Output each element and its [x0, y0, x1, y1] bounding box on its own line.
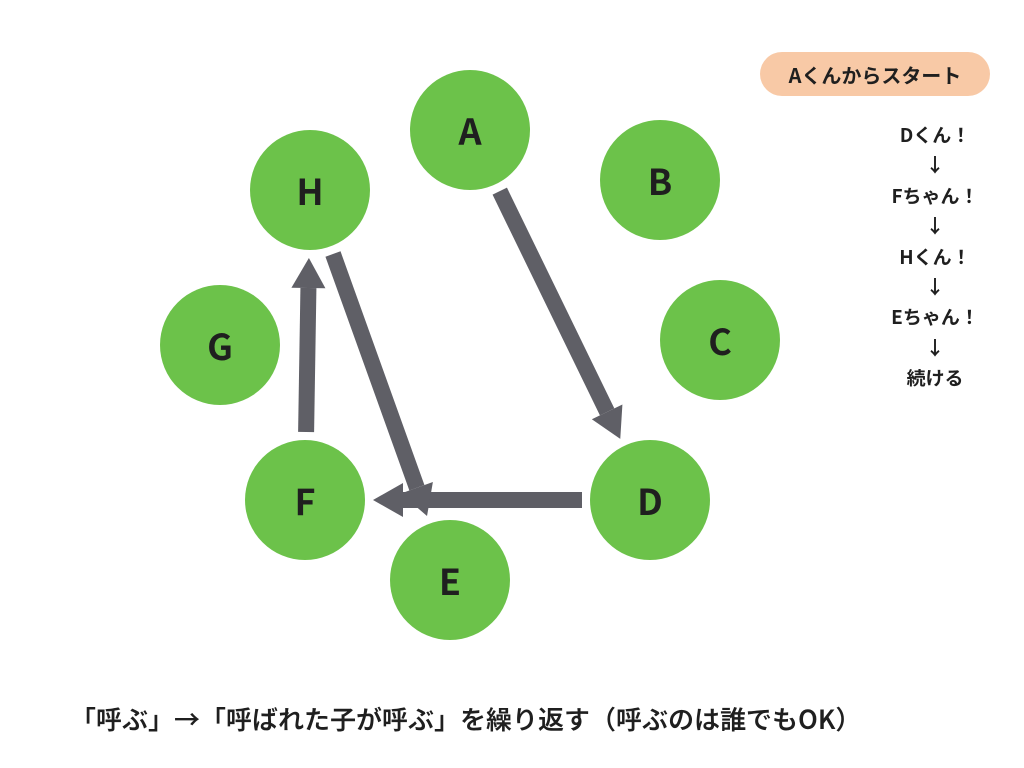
start-badge: Aくんからスタート: [760, 52, 990, 96]
down-arrow-icon: ↓: [860, 272, 1010, 302]
down-arrow-icon: ↓: [860, 211, 1010, 241]
sequence-item: Dくん！: [860, 120, 1010, 150]
sequence-item: Eちゃん！: [860, 302, 1010, 332]
node-g: G: [160, 285, 280, 405]
sequence-item: Fちゃん！: [860, 181, 1010, 211]
call-sequence: Dくん！↓Fちゃん！↓Hくん！↓Eちゃん！↓続ける: [860, 120, 1010, 394]
start-badge-label: Aくんからスタート: [789, 60, 962, 89]
node-d: D: [590, 440, 710, 560]
sequence-item: 続ける: [860, 363, 1010, 393]
diagram-stage: Aくんからスタート Dくん！↓Fちゃん！↓Hくん！↓Eちゃん！↓続ける 「呼ぶ」…: [0, 0, 1024, 768]
node-f: F: [245, 440, 365, 560]
node-e: E: [390, 520, 510, 640]
down-arrow-icon: ↓: [860, 333, 1010, 363]
node-c: C: [660, 280, 780, 400]
node-b: B: [600, 120, 720, 240]
down-arrow-icon: ↓: [860, 150, 1010, 180]
node-a: A: [410, 70, 530, 190]
node-h: H: [250, 130, 370, 250]
sequence-item: Hくん！: [860, 242, 1010, 272]
caption-text: 「呼ぶ」→「呼ばれた子が呼ぶ」を繰り返す（呼ぶのは誰でもOK）: [70, 700, 861, 737]
